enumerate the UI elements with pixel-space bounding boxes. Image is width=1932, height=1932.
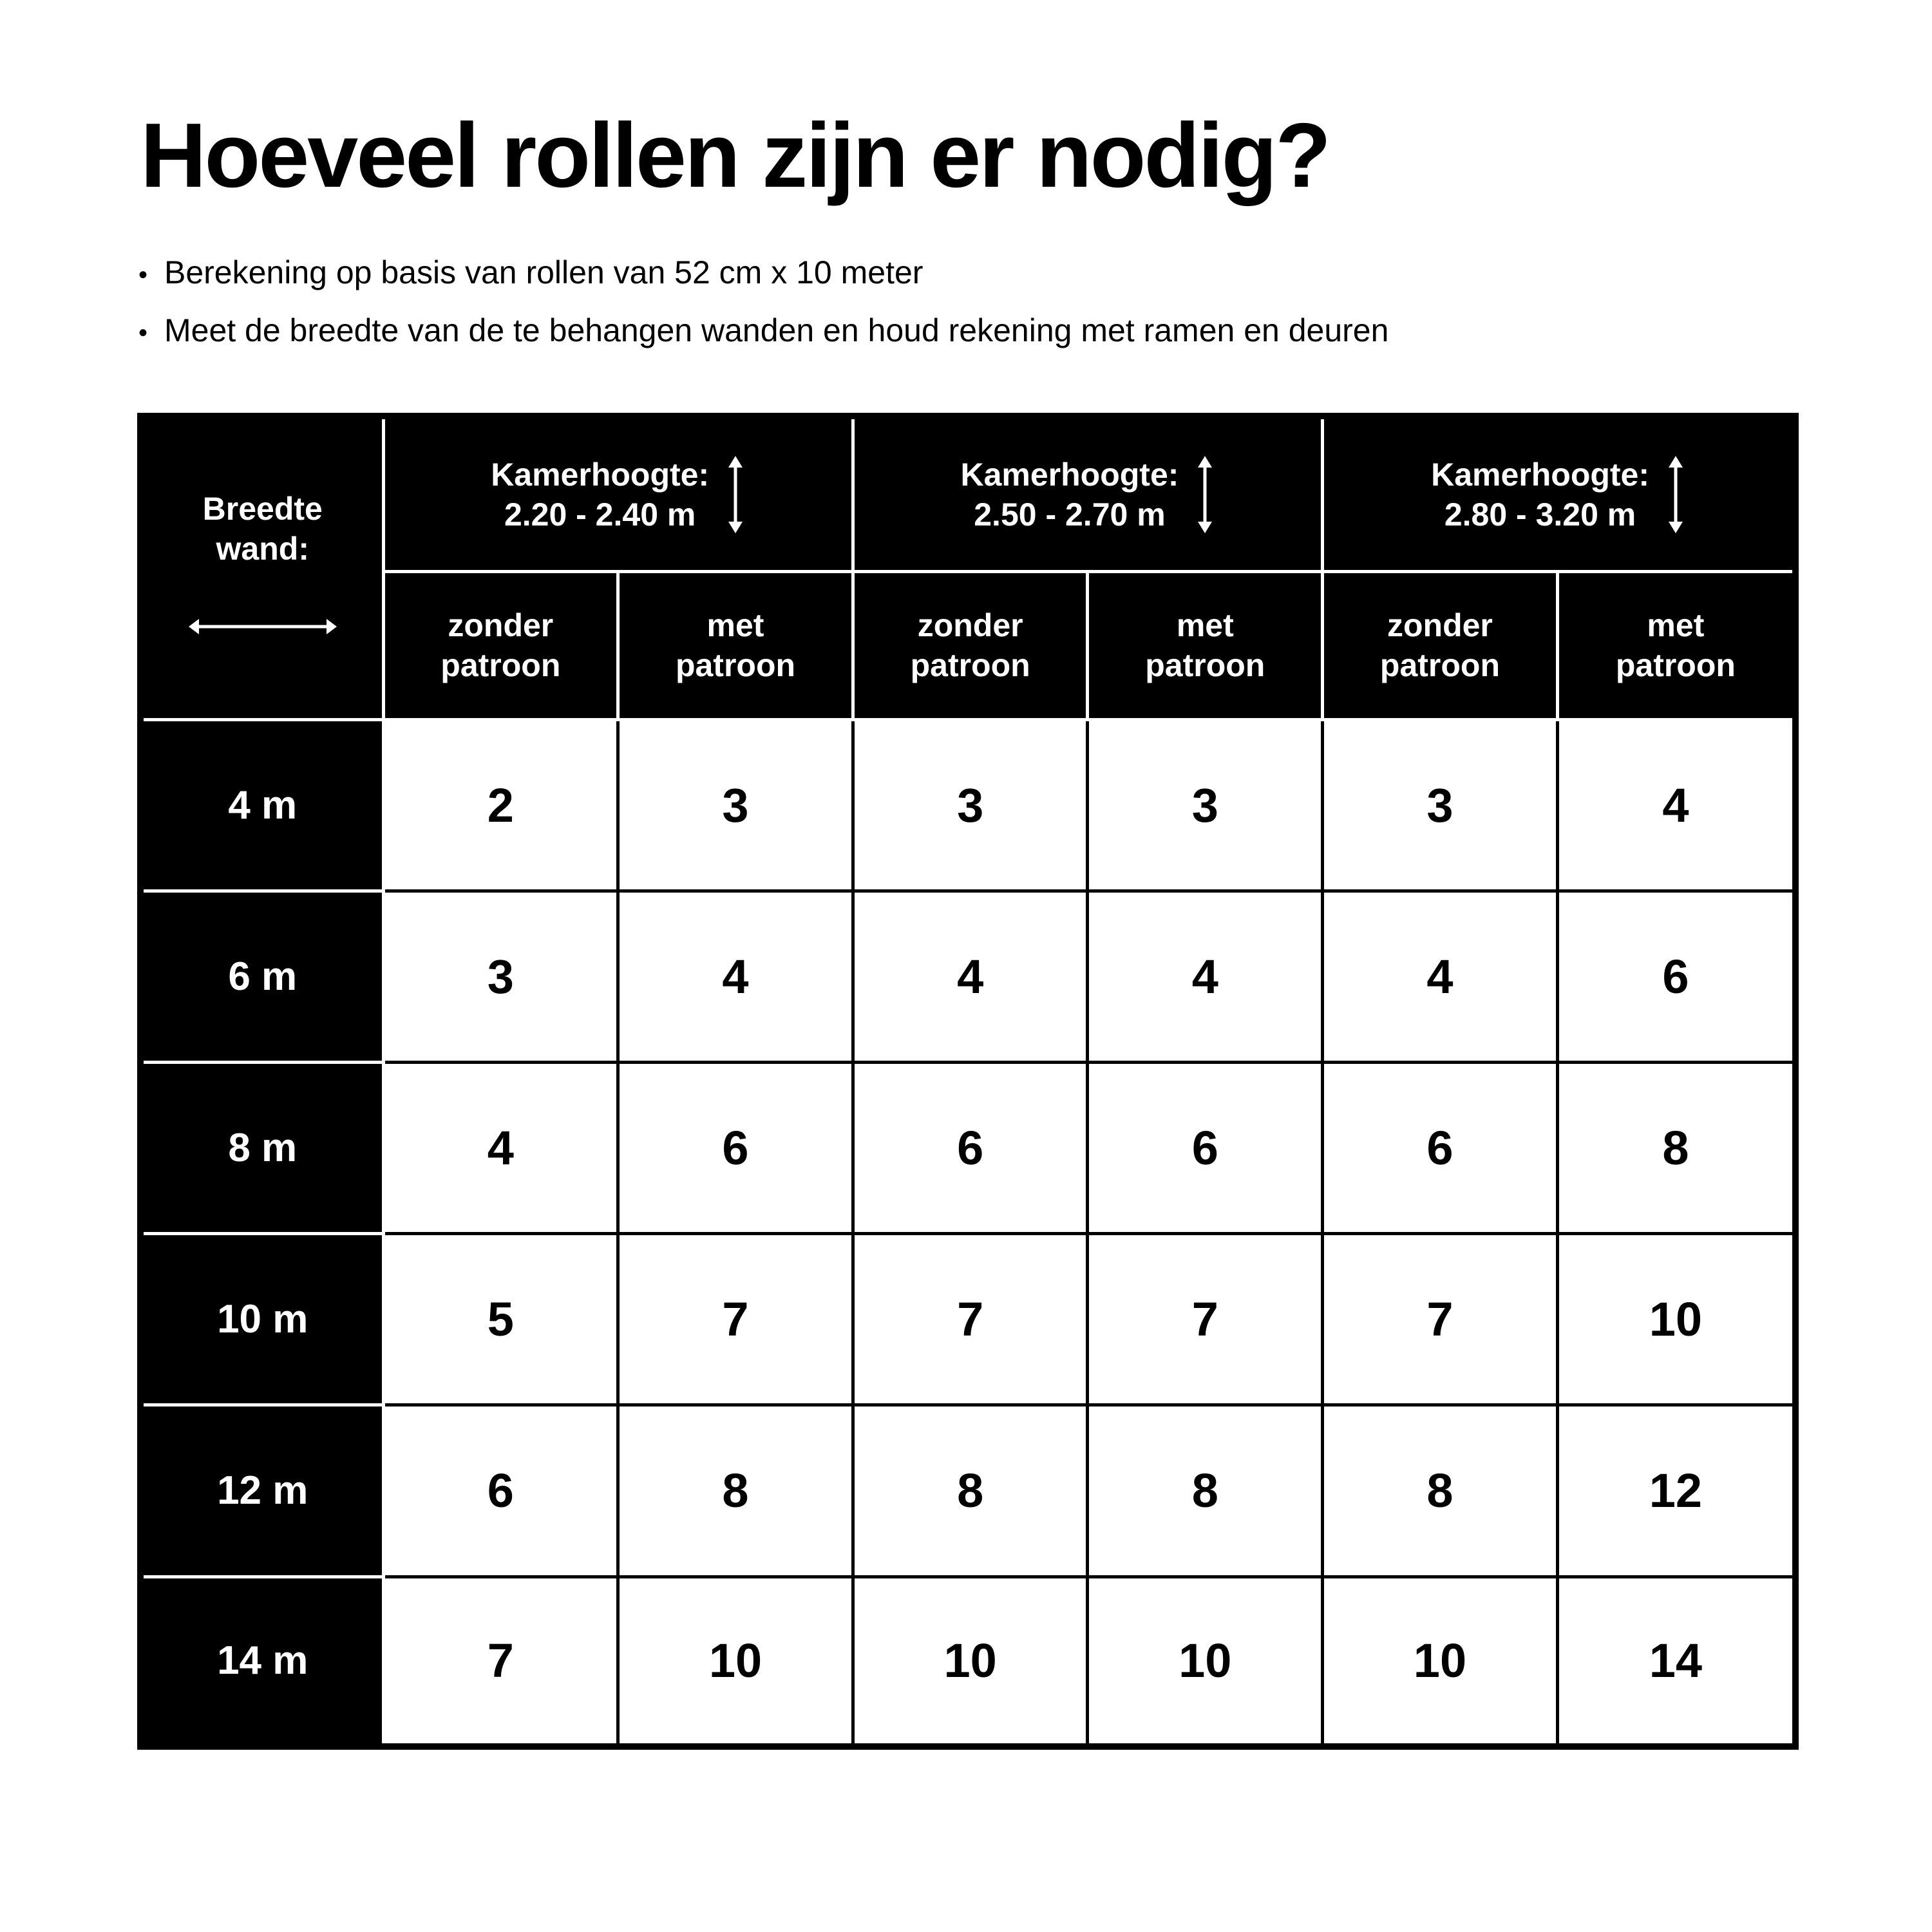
rolls-cell: 4: [1321, 889, 1559, 1064]
rolls-cell: 8: [1321, 1403, 1559, 1578]
rolls-cell: 8: [851, 1403, 1090, 1578]
wall-width-cell: 4 m: [144, 719, 385, 893]
rolls-cell: 8: [1555, 1060, 1792, 1236]
wall-width-cell: 8 m: [144, 1062, 385, 1236]
height-group-header: Kamerhoogte: 2.20 - 2.40 m: [381, 419, 855, 573]
rolls-cell: 6: [851, 1060, 1090, 1236]
rolls-cell: 8: [1086, 1403, 1325, 1578]
rolls-cell: 6: [381, 1403, 620, 1578]
row-header-label: Breedte wand:: [144, 419, 385, 721]
sub-header: met patroon: [616, 569, 855, 721]
rolls-cell: 6: [1086, 1060, 1325, 1236]
rolls-cell: 10: [616, 1575, 855, 1743]
rolls-cell: 7: [381, 1575, 620, 1743]
horizontal-double-arrow-icon: [188, 618, 337, 634]
bullet-item: • Berekening op basis van rollen van 52 c…: [138, 254, 923, 290]
rolls-cell: 3: [1321, 717, 1559, 893]
sub-header: met patroon: [1555, 569, 1792, 721]
wall-width-cell: 6 m: [144, 891, 385, 1064]
height-group-header: Kamerhoogte: 2.80 - 3.20 m: [1321, 419, 1792, 573]
rolls-cell: 4: [1555, 717, 1792, 893]
table-row: 10 m 5 7 7 7 7 10: [144, 1232, 1792, 1407]
rolls-table: Breedte wand: Kamerhoogte: 2.20 - 2.40 m …: [137, 413, 1799, 1750]
rolls-cell: 8: [616, 1403, 855, 1578]
rolls-cell: 3: [851, 717, 1090, 893]
rolls-cell: 7: [1086, 1232, 1325, 1407]
wall-width-cell: 12 m: [144, 1405, 385, 1578]
wall-width-cell: 14 m: [144, 1577, 385, 1743]
bullet-list: • Berekening op basis van rollen van 52 c…: [138, 245, 1388, 361]
rolls-cell: 4: [851, 889, 1090, 1064]
vertical-double-arrow-icon: [1198, 455, 1213, 533]
rolls-cell: 6: [1555, 889, 1792, 1064]
sub-header: zonder patroon: [1321, 569, 1559, 721]
rolls-cell: 3: [616, 717, 855, 893]
table-row: 14 m 7 10 10 10 10 14: [144, 1575, 1792, 1743]
rolls-cell: 7: [1321, 1232, 1559, 1407]
height-group-header: Kamerhoogte: 2.50 - 2.70 m: [851, 419, 1325, 573]
rolls-cell: 4: [381, 1060, 620, 1236]
table-row: 12 m 6 8 8 8 8 12: [144, 1403, 1792, 1578]
rolls-cell: 4: [1086, 889, 1325, 1064]
rolls-cell: 6: [616, 1060, 855, 1236]
rolls-cell: 12: [1555, 1403, 1792, 1578]
sub-header: zonder patroon: [851, 569, 1090, 721]
vertical-double-arrow-icon: [728, 455, 743, 533]
sub-header: met patroon: [1086, 569, 1325, 721]
rolls-cell: 3: [1086, 717, 1325, 893]
rolls-cell: 4: [616, 889, 855, 1064]
rolls-cell: 7: [616, 1232, 855, 1407]
rolls-cell: 6: [1321, 1060, 1559, 1236]
sub-header: zonder patroon: [381, 569, 620, 721]
rolls-cell: 7: [851, 1232, 1090, 1407]
rolls-cell: 3: [381, 889, 620, 1064]
vertical-double-arrow-icon: [1669, 455, 1683, 533]
rolls-cell: 10: [851, 1575, 1090, 1743]
wall-width-cell: 10 m: [144, 1233, 385, 1407]
rolls-cell: 2: [381, 717, 620, 893]
rolls-cell: 10: [1555, 1232, 1792, 1407]
rolls-cell: 5: [381, 1232, 620, 1407]
page-title: Hoeveel rollen zijn er nodig?: [140, 104, 1331, 207]
rolls-cell: 10: [1086, 1575, 1325, 1743]
rolls-cell: 14: [1555, 1575, 1792, 1743]
bullet-item: • Meet de breedte van de te behangen wand…: [138, 312, 1389, 348]
rolls-cell: 10: [1321, 1575, 1559, 1743]
